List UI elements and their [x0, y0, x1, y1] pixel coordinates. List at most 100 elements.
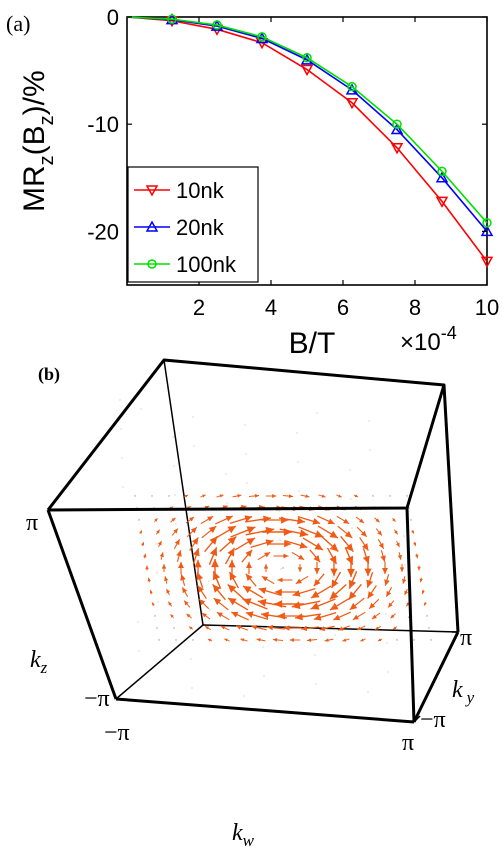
vector-head [369, 602, 376, 609]
y-axis-label-main: MR [18, 165, 51, 212]
vector-head [171, 517, 176, 522]
vector-dot [151, 495, 153, 497]
legend-label-100nk: 100nk [176, 252, 237, 277]
vector-head [324, 638, 329, 642]
vector-head [305, 494, 310, 498]
data-point-10nk [345, 98, 359, 110]
vector-head [352, 614, 359, 620]
vector-head [201, 612, 207, 618]
vector-dot [385, 613, 387, 615]
vector-head [256, 638, 261, 642]
vector-head [228, 598, 237, 606]
vector-dot [156, 572, 158, 574]
vector-head [274, 600, 283, 608]
vector-head [191, 537, 199, 545]
vector-dot [316, 412, 318, 414]
cube-edge-back-right [202, 624, 459, 633]
vector-head [263, 515, 271, 523]
cube-edge-front-right [405, 507, 416, 723]
vector-dot [297, 461, 299, 463]
vector-head [237, 494, 242, 498]
series-line-10nk [126, 16, 488, 262]
vector-head [189, 626, 193, 630]
cube-top-face [46, 358, 446, 512]
vector-head [393, 626, 397, 630]
vector-head [209, 547, 218, 557]
vector-head [184, 494, 189, 498]
vector-dot [396, 639, 398, 641]
vector-dot [210, 638, 212, 640]
vector-dot [208, 580, 210, 582]
vector-head [283, 625, 290, 631]
vector-head [211, 559, 219, 568]
vector-dot [298, 490, 300, 492]
vector-dot [168, 495, 170, 497]
cube-tick-marks [48, 509, 458, 723]
vector-head [361, 543, 369, 551]
vector-head [419, 578, 423, 583]
cube-edge-front-left [46, 509, 118, 700]
vector-head [196, 572, 204, 581]
vector-head [413, 542, 417, 547]
x-axis-label: B/T [289, 327, 336, 360]
vector-head [213, 598, 222, 606]
axis-label-kw-sub: w [243, 831, 255, 850]
cube-hidden-edges [115, 359, 459, 700]
vector-head [395, 542, 400, 548]
vector-head [312, 518, 321, 525]
vector-head [377, 638, 382, 642]
vector-head [182, 587, 188, 594]
vector-dot [120, 428, 122, 430]
vector-head [299, 529, 309, 538]
vector-dot [190, 658, 192, 660]
vector-head [311, 590, 320, 598]
cube-visible-edges [46, 358, 460, 724]
y-axis-label-arg: (B [18, 125, 51, 155]
vector-dot [369, 449, 371, 451]
vector-head [186, 613, 191, 618]
vector-head [236, 625, 242, 630]
data-point-10nk [390, 143, 404, 155]
vector-head [192, 548, 200, 557]
vector-head [170, 614, 174, 618]
vector-head [240, 638, 245, 642]
y-axis-label-sub: z [36, 155, 58, 165]
vector-dot [154, 615, 156, 617]
vector-head [246, 538, 255, 546]
data-point-100nk [392, 119, 402, 129]
vector-head [227, 547, 235, 557]
tick-ky-pi: π [460, 625, 472, 651]
vector-head [406, 602, 410, 607]
tick-kz-neg-pi: −π [84, 686, 110, 712]
vector-dot [403, 535, 405, 537]
vector-head [359, 518, 365, 524]
y-tick-label: -20 [87, 219, 119, 244]
vector-dot [193, 445, 195, 447]
x-tick-label: 10 [475, 295, 499, 320]
vector-head [243, 586, 252, 594]
vector-dot [138, 519, 140, 521]
vector-head [189, 516, 195, 522]
vector-head [314, 568, 320, 575]
vector-head [310, 602, 320, 610]
vector-head [415, 554, 419, 559]
vector-head [329, 530, 338, 538]
vector-head [421, 590, 425, 595]
vector-head [197, 585, 205, 593]
vector-head [338, 626, 344, 631]
vector-dot [334, 634, 336, 636]
vector-dot [430, 639, 432, 641]
vector-head [205, 626, 210, 630]
vector-dot [172, 436, 174, 438]
vector-dot [226, 502, 228, 504]
panel-b-label: (b) [38, 364, 60, 385]
panel-b: (b) π −π −π π π −π [26, 358, 475, 850]
vector-head [257, 598, 267, 607]
vector-head [224, 638, 228, 642]
vector-dot [261, 617, 263, 619]
vector-head [176, 550, 182, 557]
vector-dot [138, 650, 140, 652]
vector-dot [121, 457, 123, 459]
